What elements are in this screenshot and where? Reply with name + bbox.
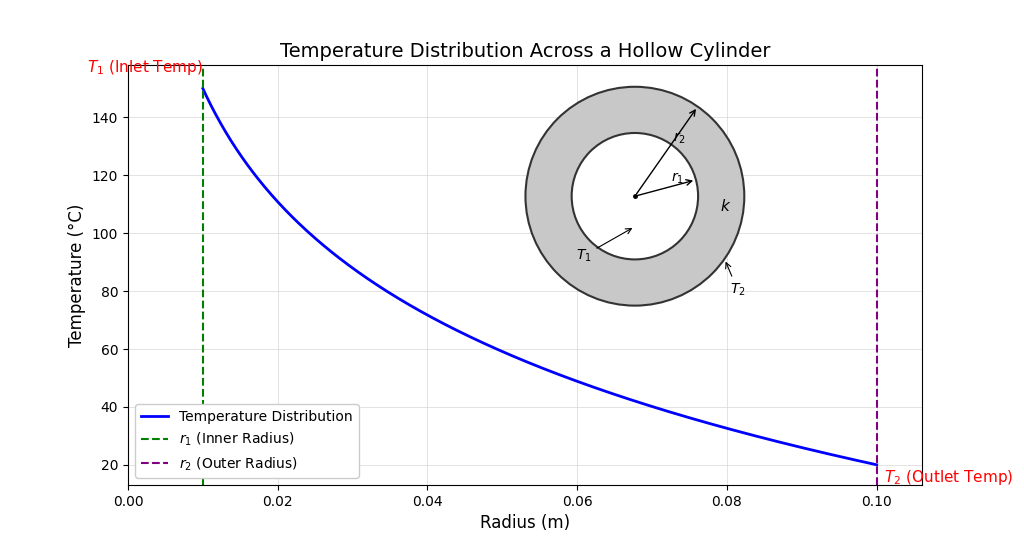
Circle shape — [571, 133, 698, 259]
Line: Temperature Distribution: Temperature Distribution — [203, 88, 877, 465]
Legend: Temperature Distribution, $r_1$ (Inner Radius), $r_2$ (Outer Radius): Temperature Distribution, $r_1$ (Inner R… — [135, 404, 358, 478]
Temperature Distribution — [197, 85, 209, 92]
Text: $T_2$ (Outlet Temp): $T_2$ (Outlet Temp) — [884, 468, 1014, 487]
Text: $r_1$: $r_1$ — [672, 171, 684, 186]
Text: $k$: $k$ — [720, 198, 731, 214]
Temperature Distribution — [561, 374, 573, 381]
Circle shape — [525, 87, 744, 306]
Temperature Distribution — [749, 433, 761, 439]
Temperature Distribution — [521, 359, 534, 365]
Text: $T_1$ (Inlet Temp): $T_1$ (Inlet Temp) — [87, 58, 203, 77]
$r_2$ (Outer Radius) — [870, 517, 883, 523]
$r_1$ (Inner Radius) — [197, 519, 209, 526]
Text: $T_2$: $T_2$ — [726, 263, 745, 298]
Text: $r_2$: $r_2$ — [673, 130, 686, 146]
$r_1$ (Inner Radius) — [197, 517, 209, 523]
Temperature Distribution — [517, 357, 529, 364]
X-axis label: Radius (m): Radius (m) — [479, 514, 570, 532]
Temperature Distribution — [870, 462, 883, 468]
$r_2$ (Outer Radius) — [870, 519, 883, 526]
Title: Temperature Distribution Across a Hollow Cylinder: Temperature Distribution Across a Hollow… — [280, 42, 770, 61]
Temperature Distribution — [598, 387, 610, 394]
Text: $T_1$: $T_1$ — [575, 228, 632, 264]
Y-axis label: Temperature (°C): Temperature (°C) — [69, 203, 86, 347]
Temperature Distribution — [854, 458, 866, 464]
